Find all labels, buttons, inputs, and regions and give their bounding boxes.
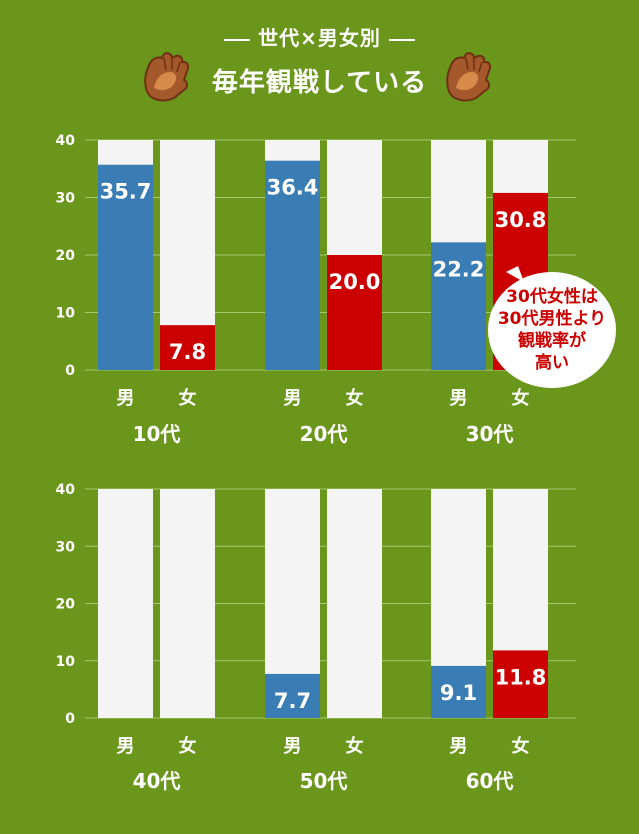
bar-track — [160, 489, 215, 718]
callout-line: 30代女性は — [506, 287, 598, 307]
y-tick-label: 20 — [56, 248, 76, 264]
y-tick-label: 40 — [56, 482, 76, 498]
category-label: 女 — [179, 735, 197, 757]
category-label: 男 — [450, 388, 468, 409]
callout-line: 30代男性より — [497, 309, 607, 329]
callout-bubble — [488, 266, 616, 388]
category-label: 男 — [450, 736, 468, 757]
callout-text: 30代女性は 30代男性より 観戦率が 高い — [486, 286, 618, 374]
category-label: 男 — [284, 736, 302, 757]
baseball-glove-icon — [144, 52, 189, 102]
y-tick-label: 30 — [56, 191, 76, 207]
bar-male — [265, 673, 320, 718]
group-label: 50代 — [300, 769, 348, 793]
y-tick-label: 0 — [65, 363, 75, 379]
chart-subtitle: 世代×男女別 — [0, 22, 639, 51]
y-tick-label: 0 — [65, 711, 75, 727]
category-label: 男 — [117, 736, 135, 757]
bar-male — [431, 665, 486, 718]
y-tick-label: 10 — [56, 306, 76, 322]
group-label: 30代 — [466, 422, 514, 446]
bar-value-label: 22.2 — [433, 257, 485, 281]
callout-line: 高い — [535, 353, 569, 373]
bar-value-label: 11.8 — [495, 665, 547, 689]
subtitle-text: 世代×男女別 — [258, 26, 381, 50]
bar-female — [493, 650, 548, 718]
category-label: 女 — [512, 735, 530, 757]
bar-value-label: 30.8 — [495, 208, 547, 232]
group-label: 60代 — [466, 769, 514, 793]
y-tick-label: 20 — [56, 597, 76, 613]
bar-value-label: 9.1 — [440, 681, 477, 705]
subtitle-dash-right — [388, 38, 415, 41]
bar-value-label: 36.4 — [267, 176, 319, 200]
bar-value-label: 7.7 — [274, 689, 311, 713]
group-label: 40代 — [133, 769, 181, 793]
bar-male — [98, 164, 153, 370]
bar-track — [327, 489, 382, 718]
y-tick-label: 10 — [56, 654, 76, 670]
category-label: 女 — [346, 735, 364, 757]
group-label: 20代 — [300, 422, 348, 446]
group-label: 10代 — [133, 422, 181, 446]
bar-track — [98, 489, 153, 718]
chart-title: 毎年観戦している — [211, 68, 428, 98]
callout-line: 観戦率が — [518, 331, 586, 351]
bar-male — [265, 160, 320, 370]
y-tick-label: 40 — [56, 133, 76, 149]
baseball-glove-icon — [446, 52, 491, 102]
bar-value-label: 35.7 — [100, 180, 152, 204]
subtitle-dash-left — [224, 38, 251, 41]
category-label: 男 — [117, 388, 135, 409]
bar-female — [160, 325, 215, 370]
category-label: 女 — [179, 387, 197, 409]
bar-male — [431, 242, 486, 370]
category-label: 女 — [512, 387, 530, 409]
bar-female — [327, 255, 382, 370]
category-label: 女 — [346, 387, 364, 409]
bar-value-label: 20.0 — [329, 270, 381, 294]
category-label: 男 — [284, 388, 302, 409]
y-tick-label: 30 — [56, 539, 76, 555]
bar-value-label: 7.8 — [169, 340, 206, 364]
